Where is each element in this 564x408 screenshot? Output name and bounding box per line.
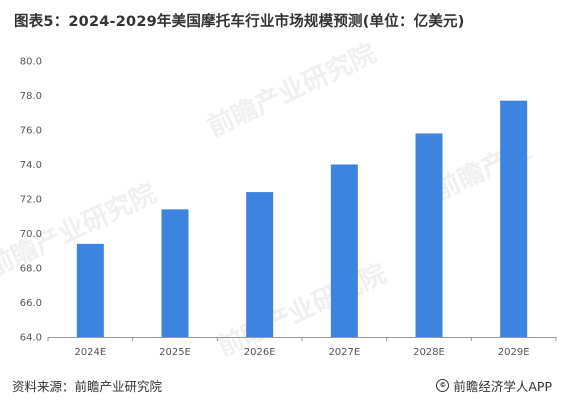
brand-note: © 前瞻经济学人APP: [436, 376, 552, 395]
chart-title: 图表5：2024-2029年美国摩托车行业市场规模预测(单位：亿美元): [14, 14, 465, 30]
bars: [76, 100, 528, 337]
y-tick-label: 74.0: [20, 160, 42, 171]
y-tick-label: 78.0: [20, 91, 42, 102]
copyright-icon: ©: [436, 379, 450, 392]
x-tick-label: 2025E: [159, 347, 191, 358]
bar-2024E: [76, 243, 104, 337]
x-tick-label: 2029E: [498, 347, 530, 358]
bar-2026E: [246, 192, 274, 337]
y-tick-label: 64.0: [20, 333, 42, 344]
brand-label: 前瞻经济学人APP: [453, 379, 552, 394]
bar-2027E: [330, 164, 358, 337]
bar-2029E: [500, 100, 528, 337]
y-tick-label: 66.0: [20, 298, 42, 309]
y-tick-label: 80.0: [20, 57, 42, 68]
x-axis: 2024E 2025E 2026E 2027E 2028E 2029E: [47, 337, 557, 358]
y-axis: 64.0 66.0 68.0 70.0 72.0 74.0 76.0 78.0 80.0: [20, 57, 42, 344]
x-tick-label: 2027E: [328, 347, 360, 358]
x-tick-label: 2026E: [244, 347, 276, 358]
bar-2028E: [415, 133, 443, 337]
y-tick-label: 72.0: [20, 195, 42, 206]
bar-2025E: [161, 209, 189, 337]
y-tick-label: 70.0: [20, 229, 42, 240]
y-tick-label: 68.0: [20, 264, 42, 275]
x-tick-label: 2024E: [74, 347, 106, 358]
x-tick-label: 2028E: [413, 347, 445, 358]
y-tick-label: 76.0: [20, 126, 42, 137]
source-note: 资料来源：前瞻产业研究院: [12, 379, 163, 394]
